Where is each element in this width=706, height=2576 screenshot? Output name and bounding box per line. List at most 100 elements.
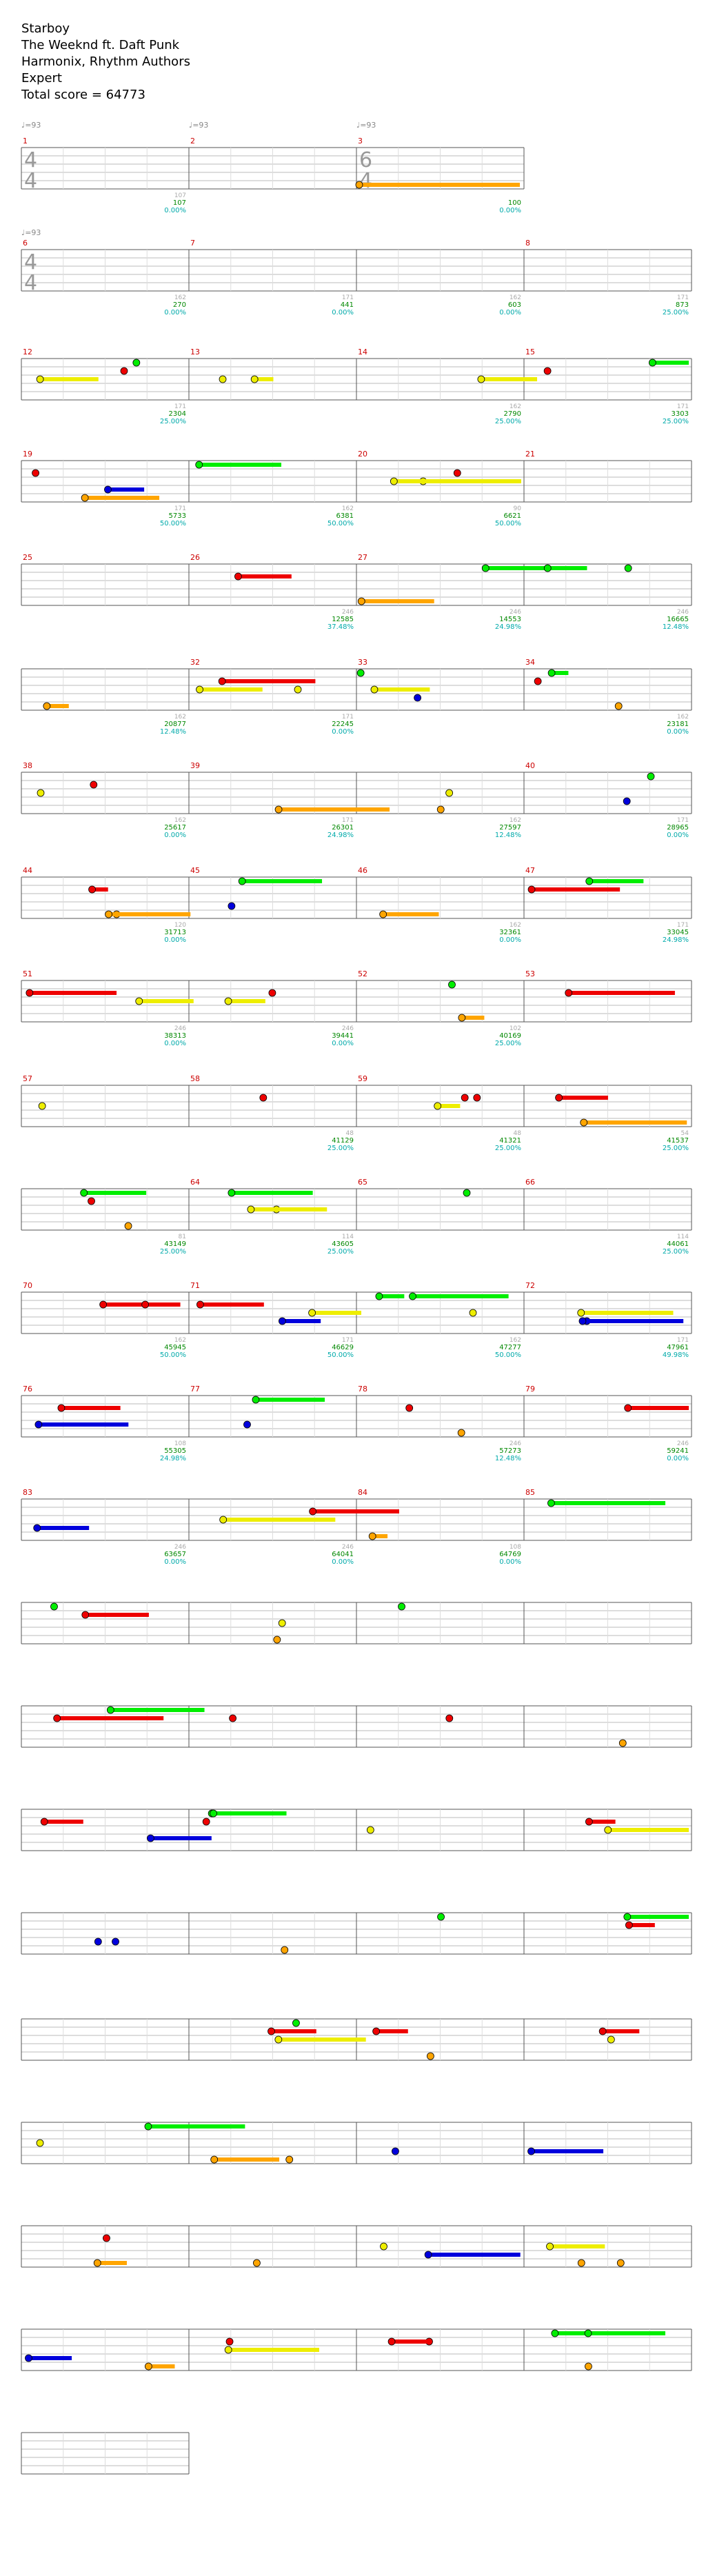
note-gem-icon bbox=[36, 375, 44, 383]
note-gem-icon bbox=[40, 1818, 48, 1826]
note-gem-icon bbox=[292, 2019, 300, 2027]
note-gem-icon bbox=[355, 181, 363, 189]
multiplier-percent: 50.00% bbox=[327, 1351, 354, 1359]
measure-number: 44 bbox=[23, 866, 32, 875]
measure-number: 45 bbox=[190, 866, 200, 875]
note-gem-icon bbox=[243, 1420, 251, 1429]
note-gem-icon bbox=[53, 1714, 61, 1722]
note-gem-icon bbox=[625, 1921, 633, 1929]
running-score: 873 bbox=[676, 301, 689, 309]
multiplier-percent: 25.00% bbox=[663, 309, 689, 316]
note-gem-icon-sustain bbox=[549, 2244, 605, 2248]
multiplier-percent: 12.48% bbox=[663, 623, 689, 631]
note-count: 162 bbox=[174, 1337, 186, 1344]
multiplier-percent: 25.00% bbox=[495, 1040, 521, 1047]
measure-number: 33 bbox=[358, 658, 367, 667]
note-gem-icon bbox=[224, 997, 232, 1005]
note-gem-icon bbox=[147, 1834, 154, 1842]
multiplier-percent: 25.00% bbox=[327, 1248, 354, 1256]
note-gem-icon bbox=[547, 669, 556, 677]
measure-number: 58 bbox=[190, 1074, 200, 1083]
note-count: 246 bbox=[174, 1544, 186, 1551]
note-gem-icon bbox=[473, 1094, 481, 1102]
measure-number: 19 bbox=[23, 450, 32, 459]
multiplier-percent: 0.00% bbox=[667, 832, 689, 839]
note-gem-icon-sustain bbox=[139, 999, 194, 1003]
note-gem-icon bbox=[88, 885, 96, 894]
note-gem-icon bbox=[424, 2251, 432, 2259]
note-gem-icon bbox=[225, 2337, 234, 2346]
note-gem-icon-sustain bbox=[250, 1207, 327, 1211]
multiplier-percent: 0.00% bbox=[164, 832, 186, 839]
multiplier-percent: 0.00% bbox=[164, 1040, 186, 1047]
note-gem-icon-sustain bbox=[28, 2356, 72, 2360]
note-gem-icon bbox=[551, 2329, 559, 2337]
note-gem-icon bbox=[196, 1300, 204, 1309]
note-gem-icon bbox=[380, 2242, 387, 2251]
measure-number: 70 bbox=[23, 1281, 32, 1290]
note-gem-icon bbox=[38, 1102, 46, 1110]
note-gem-icon-sustain bbox=[589, 879, 644, 883]
note-gem-icon-sustain bbox=[583, 1120, 687, 1125]
note-gem-icon bbox=[57, 1404, 65, 1412]
note-gem-icon-sustain bbox=[108, 912, 191, 916]
running-score: 270 bbox=[173, 301, 186, 309]
note-gem-icon-sustain bbox=[57, 1716, 164, 1720]
measure-number: 14 bbox=[358, 348, 367, 356]
note-gem-icon-sustain bbox=[238, 574, 292, 578]
running-score: 38313 bbox=[164, 1032, 186, 1040]
multiplier-percent: 0.00% bbox=[164, 936, 186, 944]
note-gem-icon-sustain bbox=[150, 1836, 212, 1840]
note-gem-icon-sustain bbox=[627, 1406, 689, 1410]
running-score: 28965 bbox=[667, 824, 689, 832]
running-score: 12585 bbox=[332, 616, 354, 623]
note-gem-icon bbox=[33, 1524, 41, 1532]
note-gem-icon bbox=[274, 805, 283, 814]
note-gem-icon bbox=[427, 2052, 434, 2060]
note-count: 162 bbox=[510, 1337, 521, 1344]
time-signature-bottom: 4 bbox=[359, 169, 372, 193]
multiplier-percent: 0.00% bbox=[332, 1558, 354, 1566]
note-gem-icon bbox=[105, 910, 112, 918]
note-gem-icon bbox=[387, 2337, 396, 2346]
time-signature-top: 6 bbox=[359, 148, 372, 172]
running-score: 64041 bbox=[332, 1551, 354, 1558]
song-artist: The Weeknd ft. Daft Punk bbox=[21, 38, 180, 52]
measure-number: 26 bbox=[190, 553, 200, 562]
time-signature-bottom: 4 bbox=[24, 271, 37, 295]
measure-number: 39 bbox=[190, 761, 200, 770]
note-gem-icon-sustain bbox=[554, 2331, 665, 2335]
running-score: 55305 bbox=[164, 1447, 186, 1455]
running-score: 31713 bbox=[164, 929, 186, 936]
multiplier-percent: 0.00% bbox=[164, 1558, 186, 1566]
time-signature-top: 4 bbox=[24, 148, 37, 172]
note-gem-icon bbox=[273, 1636, 281, 1644]
note-gem-icon bbox=[547, 1499, 555, 1507]
note-gem-icon bbox=[543, 367, 552, 375]
running-score: 33045 bbox=[667, 929, 689, 936]
note-gem-icon bbox=[527, 2147, 535, 2155]
multiplier-percent: 0.00% bbox=[499, 207, 521, 214]
note-gem-icon-sustain bbox=[629, 1923, 655, 1927]
note-count: 171 bbox=[342, 1337, 354, 1344]
note-gem-icon-sustain bbox=[282, 1319, 321, 1323]
note-gem-icon bbox=[93, 2259, 101, 2267]
measure-number: 71 bbox=[190, 1281, 200, 1290]
note-gem-icon bbox=[144, 2122, 152, 2131]
measure-number: 3 bbox=[358, 137, 363, 145]
running-score: 603 bbox=[508, 301, 521, 309]
measure-number: 46 bbox=[358, 866, 367, 875]
note-gem-icon bbox=[90, 781, 98, 789]
note-gem-icon-sustain bbox=[213, 1811, 287, 1815]
measure-number: 84 bbox=[358, 1488, 367, 1497]
running-score: 41321 bbox=[499, 1137, 521, 1145]
note-gem-icon bbox=[132, 359, 141, 367]
note-count: 162 bbox=[174, 294, 186, 301]
note-gem-icon bbox=[624, 1404, 632, 1412]
running-score: 40169 bbox=[499, 1032, 521, 1040]
note-gem-icon bbox=[623, 797, 631, 805]
multiplier-percent: 50.00% bbox=[160, 520, 186, 527]
tempo-marker-icon: ♩=93 bbox=[21, 121, 41, 130]
note-count: 171 bbox=[342, 714, 354, 721]
